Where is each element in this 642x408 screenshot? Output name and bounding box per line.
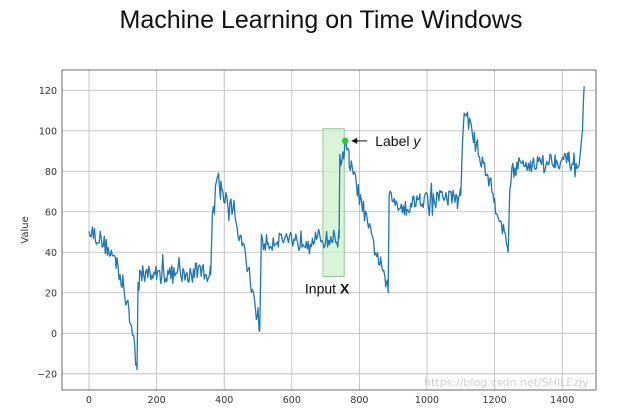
input-window-box (322, 128, 345, 277)
y-tick-label: 0 (51, 329, 57, 340)
ticks: 0 200 400 600 800 1000 1200 1400 −20 0 20 40 60 80 100… (37, 86, 574, 406)
label-arrowhead (351, 137, 358, 144)
x-tick-label: 1400 (550, 395, 574, 406)
x-tick-label: 200 (148, 395, 166, 406)
slide-title: Machine Learning on Time Windows (119, 6, 523, 34)
y-tick-label: −20 (37, 369, 57, 380)
plot-frame (61, 69, 597, 391)
label-point (342, 137, 349, 145)
series-line (88, 86, 585, 371)
y-tick-label: 120 (39, 86, 57, 97)
label-y-text: Label y (375, 133, 421, 149)
y-tick-label: 100 (39, 126, 57, 137)
y-axis-label: Value (20, 216, 31, 243)
y-tick-label: 60 (45, 207, 57, 218)
annotation-background (322, 128, 345, 277)
x-tick-label: 600 (283, 395, 301, 406)
series-layer (88, 86, 585, 371)
x-tick-label: 1000 (415, 395, 439, 406)
x-tick-label: 800 (350, 395, 368, 406)
x-tick-label: 1200 (483, 395, 507, 406)
y-tick-label: 40 (45, 248, 57, 259)
input-x-text: Input X (305, 281, 350, 297)
y-tick-label: 80 (45, 167, 57, 178)
x-tick-label: 0 (86, 395, 92, 406)
x-tick-label: 400 (215, 395, 233, 406)
annotation-foreground: Label y Input X (305, 133, 421, 297)
y-tick-label: 20 (45, 288, 57, 299)
watermark: https://blog.csdn.net/SHILEzjy (424, 376, 589, 389)
